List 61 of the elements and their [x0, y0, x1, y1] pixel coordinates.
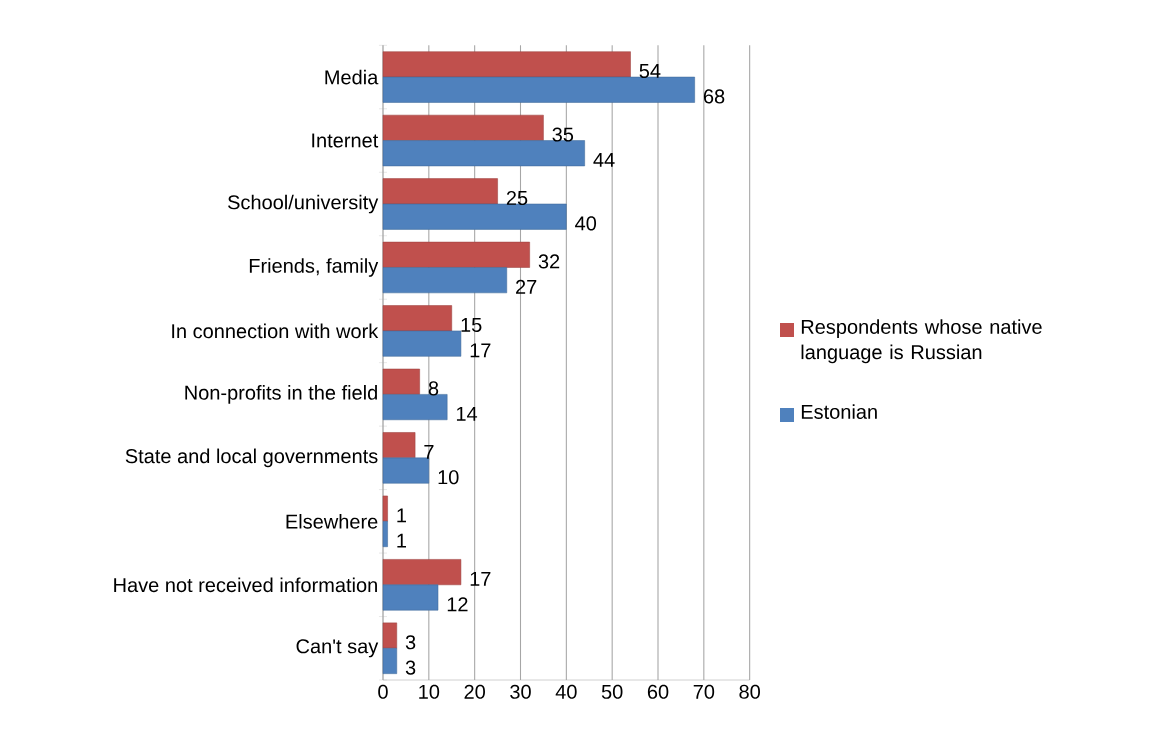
legend-label: Estonian [801, 404, 877, 419]
bar [382, 432, 416, 459]
data-label: 1 [397, 508, 406, 523]
bar [382, 76, 695, 103]
x-tick-label: 80 [739, 684, 760, 699]
y-tick-label: State and local governments [125, 448, 378, 468]
x-tick-label: 50 [601, 684, 623, 699]
bar [382, 495, 388, 522]
bar [382, 457, 430, 484]
bar [382, 203, 567, 230]
y-tick-label: Non-profits in the field [185, 385, 377, 404]
x-tick-label: 30 [510, 684, 531, 699]
bar [382, 584, 439, 611]
y-tick-label: Media [325, 69, 379, 85]
bar [382, 330, 462, 357]
y-tick-label: Internet [312, 133, 379, 148]
data-label: 44 [593, 153, 615, 167]
bar [382, 648, 398, 674]
x-tick-label: 70 [693, 684, 715, 699]
x-tick-label: 60 [647, 684, 669, 699]
data-label: 17 [470, 571, 491, 586]
bar [382, 140, 585, 167]
data-label: 1 [397, 533, 406, 548]
y-tick-label: Friends, family [249, 258, 379, 277]
data-label: 8 [428, 381, 439, 396]
data-label: 35 [552, 127, 574, 142]
data-label: 17 [470, 343, 491, 358]
data-label: 3 [405, 635, 416, 650]
data-label: 32 [538, 254, 560, 269]
data-label: 40 [575, 216, 597, 231]
data-label: 15 [461, 317, 482, 332]
data-label: 12 [447, 597, 468, 612]
bar [382, 622, 398, 649]
data-label: 68 [703, 89, 725, 104]
bar [382, 178, 498, 205]
data-label: 27 [516, 279, 537, 294]
bar [382, 305, 453, 332]
data-label: 10 [438, 470, 459, 485]
bar [382, 368, 420, 395]
bar [382, 241, 530, 268]
bar [382, 114, 544, 141]
x-tick-label: 40 [555, 684, 577, 699]
bar [382, 267, 508, 294]
bar [382, 559, 462, 586]
y-tick-label: Can't say [296, 639, 379, 658]
y-tick-label: In connection with work [172, 323, 379, 339]
y-tick-label: School/university [228, 194, 379, 214]
x-tick-label: 10 [419, 684, 440, 699]
x-tick-label: 20 [464, 684, 485, 699]
data-label: 7 [424, 444, 434, 459]
y-tick-label: Have not received information [114, 577, 377, 593]
bar [382, 394, 448, 421]
data-label: 25 [506, 190, 528, 206]
legend-label: Respondents whose native language is Russian [801, 319, 1042, 364]
data-label: 54 [639, 64, 661, 79]
bar [382, 51, 631, 78]
data-label: 14 [456, 406, 478, 421]
y-tick-label: Elsewhere [286, 514, 378, 529]
x-tick-label: 0 [378, 684, 388, 699]
bar [382, 521, 388, 547]
data-label: 3 [405, 660, 416, 675]
